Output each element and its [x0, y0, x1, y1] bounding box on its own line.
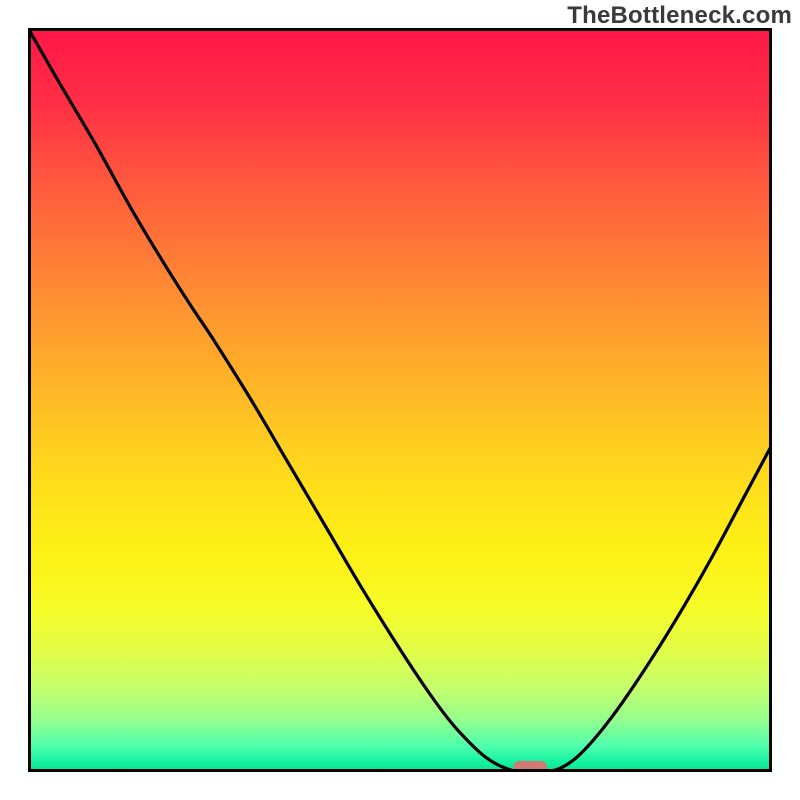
- chart-svg: [28, 28, 772, 772]
- watermark-text: TheBottleneck.com: [567, 2, 792, 30]
- plot-area: [28, 28, 772, 772]
- chart-container: TheBottleneck.com: [0, 0, 800, 800]
- gradient-background: [28, 28, 772, 772]
